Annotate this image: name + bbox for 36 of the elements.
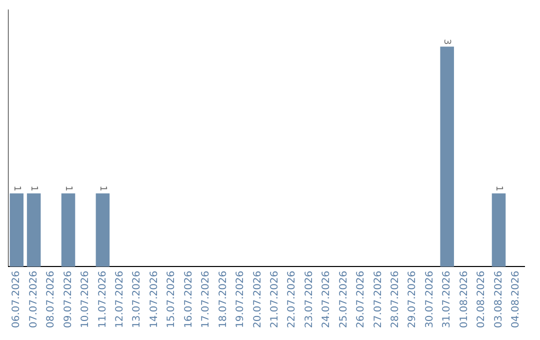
data-label: 1 — [62, 186, 73, 192]
x-tick-label: 17.07.2026 — [200, 270, 212, 328]
x-tick-label: 19.07.2026 — [235, 270, 246, 328]
x-tick-label: 11.07.2026 — [97, 270, 108, 328]
x-tick-label: 07.07.2026 — [28, 270, 40, 328]
x-tick-label: 26.07.2026 — [356, 270, 367, 328]
x-tick-label: 21.07.2026 — [269, 270, 280, 328]
data-label: 1 — [28, 186, 38, 192]
x-tick-label: 30.07.2026 — [424, 270, 436, 328]
x-tick-label: 09.07.2026 — [62, 270, 74, 328]
x-tick-label: 20.07.2026 — [252, 270, 264, 328]
data-label: 1 — [11, 186, 22, 192]
x-tick-label: 02.08.2026 — [476, 270, 488, 328]
x-tick-label: 28.07.2026 — [390, 270, 402, 328]
data-label: 3 — [442, 38, 452, 45]
x-tick-label: 10.07.2026 — [80, 270, 92, 328]
x-tick-label: 01.08.2026 — [458, 270, 470, 328]
data-label: 1 — [493, 186, 504, 192]
data-label: 1 — [97, 186, 108, 192]
x-tick-label: 18.07.2026 — [218, 270, 229, 328]
x-tick-label: 29.07.2026 — [407, 270, 418, 328]
x-tick-label: 12.07.2026 — [114, 270, 126, 328]
x-tick-label: 16.07.2026 — [183, 270, 194, 328]
x-tick-label: 03.08.2026 — [493, 270, 504, 328]
x-tick-label: 08.07.2026 — [46, 270, 57, 328]
x-tick-label: 15.07.2026 — [166, 270, 178, 328]
x-tick-label: 25.07.2026 — [338, 270, 350, 328]
x-tick-label: 24.07.2026 — [321, 270, 332, 328]
x-tick-label: 31.07.2026 — [442, 270, 453, 328]
x-tick-label: 06.07.2026 — [11, 270, 22, 328]
x-tick-label: 04.08.2026 — [510, 270, 522, 328]
x-tick-label: 27.07.2026 — [372, 270, 384, 328]
x-tick-label: 23.07.2026 — [304, 270, 315, 328]
x-tick-label: 14.07.2026 — [148, 270, 160, 328]
x-tick-label: 13.07.2026 — [132, 270, 143, 328]
x-tick-label: 22.07.2026 — [286, 270, 298, 328]
